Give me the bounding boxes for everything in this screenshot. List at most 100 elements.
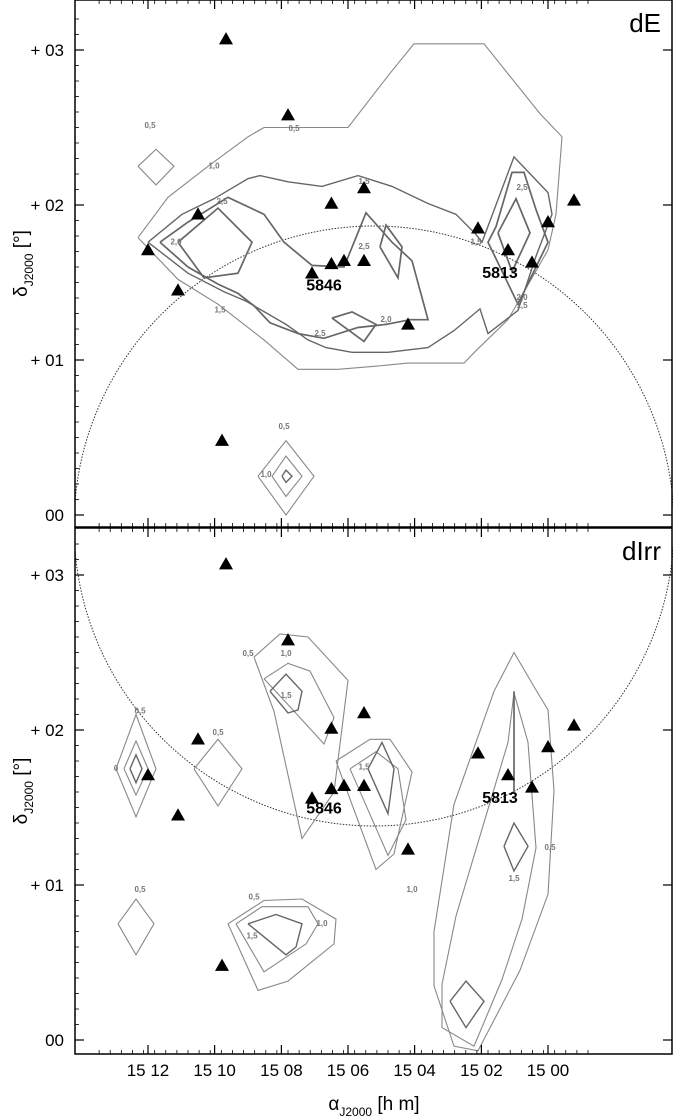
x-axis-unit: [h m] (372, 1094, 420, 1115)
galaxy-marker (471, 221, 485, 234)
x-tick-label: 15 04 (393, 1061, 436, 1080)
contour-line-1-5 (147, 155, 553, 353)
contour-label: 2,0 (516, 293, 528, 302)
contour-label: 1,0 (208, 161, 220, 170)
contour-line-2-5 (331, 310, 378, 343)
y-axis-unit: [°] (11, 230, 32, 253)
contour-line-1-5 (247, 913, 303, 956)
galaxy-marker (171, 808, 185, 821)
galaxy-name-label: 5813 (482, 790, 518, 807)
galaxy-marker (219, 557, 233, 570)
x-tick-label: 15 02 (460, 1061, 503, 1080)
x-axis-symbol: α (328, 1094, 339, 1115)
galaxy-marker (281, 633, 295, 646)
contour-label: 0 (114, 764, 119, 773)
galaxy-marker (337, 253, 351, 267)
y-tick-label: + 02 (30, 721, 64, 740)
contour-line-1 (123, 739, 149, 797)
galaxy-marker (191, 207, 205, 220)
contour-line-1-5 (449, 980, 485, 1029)
contour-line-1 (441, 692, 537, 1047)
galaxy-marker (281, 108, 295, 121)
galaxy-marker (324, 721, 339, 734)
contour-label: 2,0 (170, 237, 182, 246)
galaxy-marker (305, 266, 319, 279)
x-tick-label: 15 08 (260, 1061, 303, 1080)
galaxy-marker (219, 32, 233, 45)
y-tick-label: 00 (45, 506, 64, 525)
contour-label: 2,5 (216, 197, 228, 206)
contour-label: 2,5 (314, 329, 326, 338)
panel-label: dIrr (622, 536, 661, 566)
contour-label: 0,5 (278, 422, 290, 431)
panel-label: dE (629, 8, 661, 38)
contour-label: 0,5 (134, 885, 146, 894)
contour-line-0-5 (137, 148, 175, 186)
contour-label: 1,0 (316, 919, 328, 928)
galaxy-marker (305, 791, 319, 804)
y-axis-label: δJ2000 [°] (11, 230, 36, 297)
y-axis-symbol: δ (11, 286, 32, 297)
galaxy-marker (324, 781, 339, 795)
contour-line-0-5 (117, 898, 155, 956)
contour-line-2 (487, 171, 549, 307)
contour-line-1 (271, 455, 303, 498)
contour-line-0-5 (335, 738, 413, 871)
galaxy-marker (191, 732, 205, 745)
contour-line-0-5 (227, 898, 337, 992)
contour-label: 1,5 (470, 237, 482, 246)
contour-label: 2,0 (380, 315, 392, 324)
galaxy-marker (567, 193, 581, 206)
panel-frame (74, 0, 673, 528)
panel-dirr: 0,5 0 0,5 0,5 0,5 1,0 1,5 1,5 0,5 1,5 1,0 1,0 0,5 1,5… (11, 527, 673, 1119)
contour-label: 2,5 (516, 183, 528, 192)
galaxy-marker (337, 778, 351, 792)
contour-label: 1,5 (246, 931, 258, 940)
plot-area: 0,51,02,02,51,50,51,52,52,52,01,52,51,52… (137, 32, 581, 516)
x-tick-label: 15 06 (327, 1061, 370, 1080)
galaxy-marker (357, 180, 371, 194)
contour-label: 1,0 (406, 885, 418, 894)
panel-de: 0,51,02,02,51,50,51,52,52,52,01,52,51,52… (11, 0, 673, 528)
galaxy-marker (567, 718, 581, 731)
contour-label: 1,5 (358, 177, 370, 186)
x-axis-label: αJ2000 [h m] (328, 1094, 419, 1119)
galaxy-marker (324, 256, 339, 270)
contour-label: 1,5 (508, 874, 520, 883)
contour-line-2-5 (497, 196, 531, 274)
contour-label: 0,5 (144, 121, 156, 130)
contour-line-0-5 (193, 738, 243, 808)
x-tick-label: 15 10 (193, 1061, 236, 1080)
y-axis-symbol: δ (11, 814, 32, 825)
contour-label: 1,5 (214, 306, 226, 315)
contour-label: 1,0 (260, 470, 272, 479)
contour-line-1 (137, 43, 563, 370)
galaxy-marker (357, 778, 371, 792)
contour-line-0-5 (433, 651, 555, 1052)
field-boundary-circle (75, 225, 673, 827)
contour-line-1-5 (503, 821, 529, 873)
contour-label: 1,5 (516, 301, 528, 310)
galaxy-marker (401, 842, 415, 855)
galaxy-marker (501, 242, 515, 256)
x-tick-label: 15 00 (527, 1061, 570, 1080)
y-tick-label: + 03 (30, 41, 64, 60)
y-axis-label: δJ2000 [°] (11, 758, 36, 825)
galaxy-marker (471, 746, 485, 759)
galaxy-name-label: 5846 (306, 801, 342, 818)
y-tick-label: + 01 (30, 351, 64, 370)
contour-label: 0,5 (212, 728, 224, 737)
contour-label: 2,5 (358, 242, 370, 251)
y-tick-label: + 03 (30, 566, 64, 585)
contour-line-2-5 (379, 223, 403, 281)
galaxy-name-label: 5813 (482, 265, 518, 282)
contour-line-2 (159, 196, 430, 340)
galaxy-name-label: 5846 (306, 277, 342, 294)
y-tick-label: + 01 (30, 876, 64, 895)
panel-frame (74, 527, 673, 1055)
y-axis-subscript: J2000 (22, 253, 36, 286)
contour-line-1-5 (269, 673, 303, 714)
galaxy-marker (141, 242, 155, 256)
y-tick-label: 00 (45, 1031, 64, 1050)
